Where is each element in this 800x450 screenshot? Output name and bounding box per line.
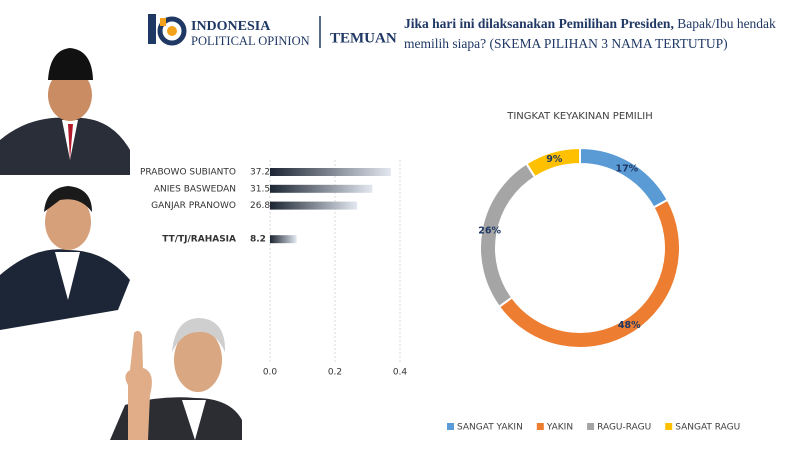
legend-label: RAGU-RAGU (597, 423, 651, 433)
value-label: 37.2 (250, 168, 270, 178)
legend-swatch (665, 423, 673, 430)
portrait (0, 48, 130, 175)
category-label: TT/TJ/RAHASIA (162, 235, 236, 245)
logo-text: POLITICAL OPINION (191, 34, 310, 48)
bar (270, 201, 358, 210)
category-label: PRABOWO SUBIANTO (140, 168, 236, 178)
question-bold: Jika hari ini dilaksanakan Pemilihan Pre… (404, 16, 674, 31)
x-tick-label: 0.4 (393, 368, 408, 378)
chart-title: TINGKAT KEYAKINAN PEMILIH (506, 111, 653, 122)
logo (148, 14, 187, 46)
question-text: Bapak/Ibu hendak memilih siapa? (SKEMA P… (404, 16, 776, 51)
legend-swatch (587, 423, 595, 430)
value-label: 26.8 (250, 201, 270, 211)
donut-segment (579, 146, 669, 209)
category-label: GANJAR PRANOWO (151, 201, 236, 211)
donut-chart: TINGKAT KEYAKINAN PEMILIH 17% 48% 26% 9% SANG… (447, 111, 740, 433)
value-label: 8.2 (250, 235, 266, 245)
x-tick-label: 0.2 (328, 368, 342, 378)
logo-text: INDONESIA (191, 19, 271, 34)
donut-segment (525, 146, 581, 179)
data-label: 26% (478, 225, 501, 236)
legend-label: YAKIN (546, 423, 573, 433)
data-label: 48% (618, 320, 641, 331)
value-label: 31.5 (250, 184, 270, 194)
bar (270, 235, 297, 244)
bar (270, 184, 373, 193)
bar (270, 168, 391, 176)
section-title: TEMUAN (330, 30, 397, 46)
portrait (110, 318, 242, 440)
portrait (0, 186, 130, 330)
legend-swatch (536, 423, 544, 430)
data-label: 17% (615, 163, 638, 174)
legend-label: SANGAT YAKIN (457, 423, 523, 433)
legend-swatch (447, 423, 454, 430)
question: Jika hari ini dilaksanakan Pemilihan Pre… (404, 14, 784, 54)
bar-chart: 0.0 0.2 0.4 PRABOWO SUBIANTO 37.2 ANIES BASWE… (140, 160, 407, 378)
donut-segment (497, 198, 681, 349)
x-tick-label: 0.0 (263, 368, 278, 378)
data-label: 9% (546, 154, 563, 165)
category-label: ANIES BASWEDAN (154, 184, 236, 194)
legend-label: SANGAT RAGU (675, 423, 740, 433)
